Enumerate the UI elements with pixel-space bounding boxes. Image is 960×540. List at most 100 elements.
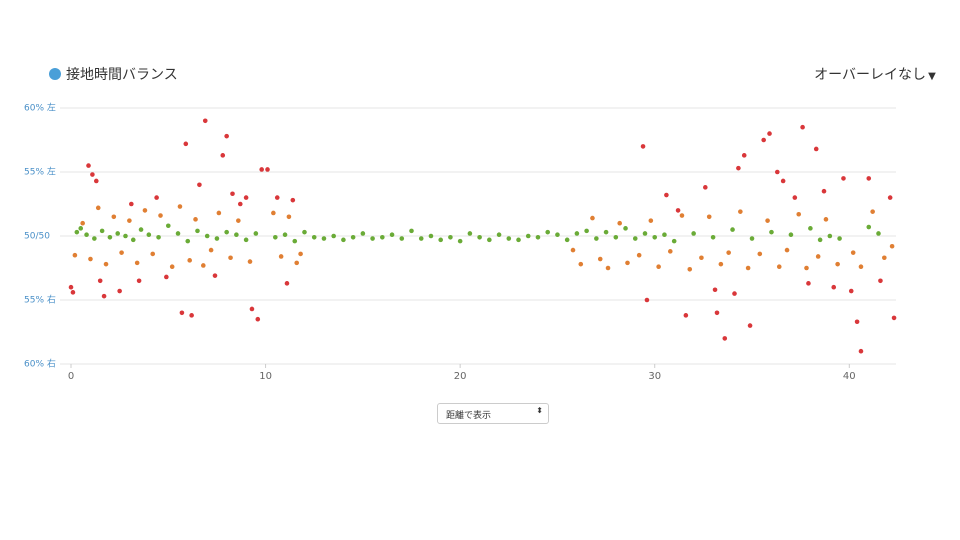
point — [294, 260, 300, 266]
point — [72, 252, 78, 258]
point — [578, 261, 584, 267]
point — [714, 310, 720, 316]
point — [648, 218, 654, 223]
point — [891, 315, 897, 321]
point — [882, 255, 887, 261]
point — [780, 178, 786, 184]
point — [311, 234, 317, 240]
point — [136, 278, 142, 284]
point — [652, 234, 658, 240]
y-tick-label: 55% 右 — [24, 294, 56, 306]
y-tick-label: 60% 右 — [24, 358, 56, 370]
point — [88, 256, 93, 262]
point — [204, 233, 210, 239]
point — [848, 288, 854, 294]
point — [687, 266, 693, 272]
point — [623, 226, 628, 231]
point — [111, 214, 117, 220]
point — [220, 153, 226, 158]
point — [496, 232, 502, 238]
point — [197, 182, 202, 188]
x-tick-label: 20 — [454, 371, 467, 382]
point — [796, 211, 802, 217]
point — [718, 261, 724, 267]
point — [617, 220, 623, 226]
point — [230, 191, 235, 197]
point — [866, 224, 872, 230]
point — [784, 247, 790, 253]
point — [712, 287, 718, 293]
point — [555, 232, 560, 238]
point — [726, 250, 731, 255]
point — [477, 234, 482, 240]
point — [683, 313, 689, 318]
point — [74, 229, 80, 235]
y-tick-label: 50/50 — [24, 232, 50, 242]
point — [214, 236, 220, 241]
point — [757, 251, 763, 257]
point — [236, 218, 241, 223]
point — [823, 217, 829, 222]
point — [850, 250, 856, 255]
axis-mode-select[interactable]: 距離で表示 ⬍ — [437, 403, 549, 424]
point — [821, 188, 827, 194]
title-marker — [49, 68, 61, 80]
point — [837, 236, 842, 241]
point — [603, 229, 609, 235]
point — [738, 209, 743, 214]
select-arrow: ⬍ — [536, 406, 543, 415]
point — [175, 231, 181, 236]
point — [749, 236, 755, 241]
select-label: 距離で表示 — [446, 411, 492, 421]
point — [103, 261, 109, 267]
point — [249, 306, 255, 312]
point — [736, 165, 741, 171]
point — [854, 319, 860, 325]
point — [878, 278, 883, 284]
point — [247, 259, 253, 264]
point — [154, 195, 159, 200]
point — [185, 238, 191, 244]
point — [158, 213, 163, 218]
point — [642, 231, 648, 236]
point — [887, 195, 893, 200]
point — [806, 281, 811, 286]
point — [138, 227, 144, 232]
point — [208, 247, 214, 253]
point — [487, 237, 492, 243]
point — [428, 233, 434, 239]
point — [776, 264, 782, 270]
point — [243, 237, 249, 243]
chart-title: 接地時間バランス — [66, 67, 178, 83]
point — [115, 231, 120, 236]
point — [699, 255, 704, 261]
dropdown-arrow[interactable]: ▼ — [928, 71, 936, 82]
point — [123, 233, 128, 239]
point — [418, 236, 424, 241]
point — [284, 281, 290, 286]
point — [792, 195, 798, 200]
point — [321, 236, 327, 241]
point — [292, 238, 298, 244]
point — [438, 237, 443, 243]
point — [201, 263, 206, 268]
point — [237, 201, 243, 207]
point — [130, 237, 136, 243]
point — [866, 176, 872, 181]
y-tick-label: 60% 左 — [24, 102, 56, 114]
point — [506, 236, 512, 241]
point — [590, 215, 595, 221]
point — [644, 297, 650, 303]
overlay-dropdown[interactable]: オーバーレイなし — [814, 67, 926, 83]
point — [228, 255, 233, 261]
point — [212, 273, 218, 278]
point — [202, 118, 208, 124]
point — [613, 234, 619, 240]
point — [92, 236, 97, 241]
point — [360, 231, 366, 236]
point — [691, 231, 696, 236]
point — [273, 234, 278, 240]
x-tick-label: 30 — [648, 371, 661, 382]
point — [165, 223, 171, 229]
point — [632, 236, 638, 241]
